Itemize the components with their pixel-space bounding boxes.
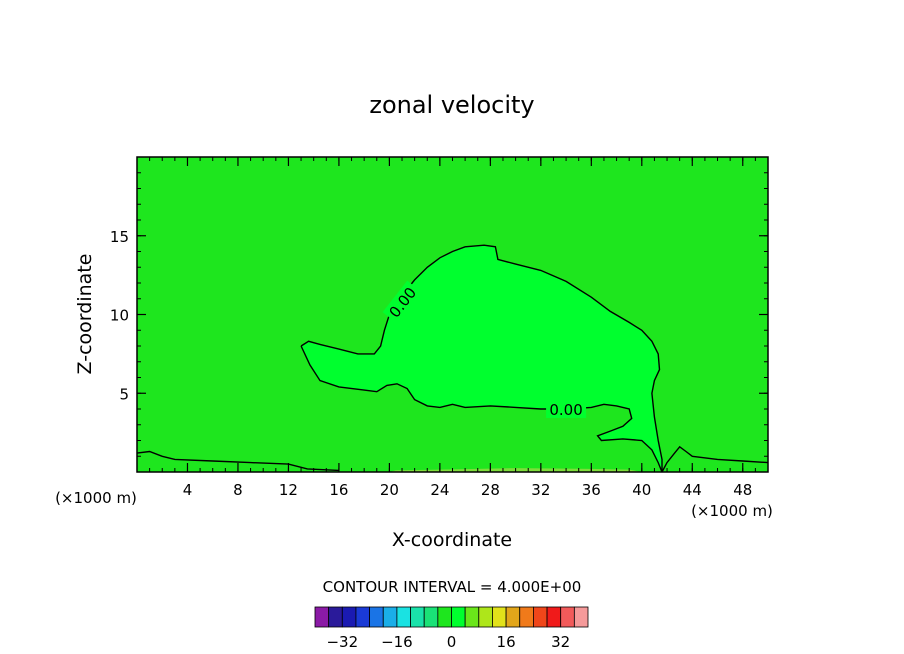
colorbar-swatch — [546, 606, 562, 628]
chart-title: zonal velocity — [369, 91, 534, 119]
colorbar-swatch — [423, 606, 439, 628]
colorbar-interval-label: CONTOUR INTERVAL = 4.000E+00 — [323, 578, 582, 596]
colorbar: −32 −16 0 16 32 — [314, 606, 589, 651]
colorbar-swatch — [369, 606, 384, 628]
contour-label: 0.00 — [549, 401, 582, 419]
x-tick-label: 40 — [632, 481, 651, 499]
colorbar-tick-label: 16 — [497, 633, 516, 651]
x-tick-label: 36 — [582, 481, 601, 499]
colorbar-swatch — [355, 606, 371, 628]
contour-line-zero-upper — [300, 244, 663, 472]
colorbar-swatch — [396, 606, 411, 628]
contour-line-zero-lower — [300, 345, 663, 473]
y-axis-label: Z-coordinate — [74, 254, 96, 375]
x-unit-right: (×1000 m) — [691, 502, 773, 520]
colorbar-tick-label: 32 — [551, 633, 570, 651]
colorbar-swatch — [519, 606, 534, 628]
contour-label-bg — [382, 280, 422, 324]
colorbar-swatch — [314, 606, 330, 628]
y-tick-label: 10 — [110, 307, 129, 325]
shaded-region-positive — [301, 245, 662, 472]
colorbar-swatch — [341, 606, 357, 628]
x-tick-label: 48 — [733, 481, 752, 499]
colorbar-swatch — [560, 606, 575, 628]
colorbar-swatch — [573, 606, 589, 628]
contour-line-surface-left — [136, 450, 339, 472]
colorbar-swatch — [451, 606, 466, 628]
x-tick-label: 16 — [329, 481, 348, 499]
x-unit-left: (×1000 m) — [55, 489, 137, 507]
colorbar-swatch — [478, 606, 493, 628]
colorbar-swatch — [328, 606, 343, 628]
colorbar-tick-label: 0 — [447, 633, 457, 651]
colorbar-tick-label: −16 — [381, 633, 413, 651]
colorbar-swatch — [505, 606, 521, 628]
contour-label-bg — [546, 400, 587, 418]
colorbar-swatch — [492, 606, 507, 628]
x-tick-label: 12 — [279, 481, 298, 499]
contour-line-surface-right — [661, 445, 769, 473]
y-tick-label: 5 — [119, 385, 129, 403]
colorbar-tick-label: −32 — [326, 633, 358, 651]
x-tick-label: 28 — [481, 481, 500, 499]
colorbar-swatch — [382, 606, 398, 628]
colorbar-swatch — [437, 606, 452, 628]
x-tick-label: 4 — [183, 481, 193, 499]
x-tick-label: 24 — [430, 481, 449, 499]
colorbar-swatch — [533, 606, 548, 628]
x-axis-label: X-coordinate — [392, 529, 512, 551]
x-tick-label: 32 — [531, 481, 550, 499]
x-tick-label: 44 — [683, 481, 702, 499]
plot-area: 0.000.00 — [136, 157, 769, 473]
colorbar-swatch — [410, 606, 425, 628]
colorbar-swatch — [464, 606, 480, 628]
y-tick-label: 15 — [110, 228, 129, 246]
x-tick-label: 20 — [380, 481, 399, 499]
x-tick-label: 8 — [233, 481, 243, 499]
